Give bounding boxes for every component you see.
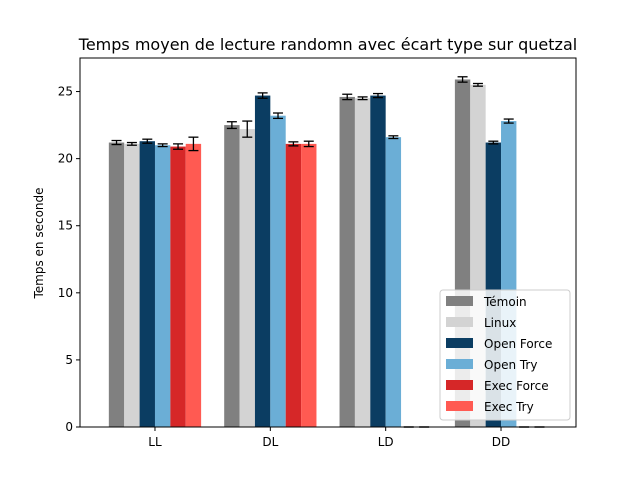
legend-label: Exec Force	[484, 379, 549, 393]
bar	[124, 143, 140, 428]
legend-label: Open Try	[484, 358, 537, 372]
chart-title: Temps moyen de lecture randomn avec écar…	[78, 35, 577, 54]
x-tick-label: LD	[378, 435, 394, 449]
y-axis-label: Temps en seconde	[32, 187, 46, 299]
bar	[270, 115, 286, 427]
bar	[301, 143, 317, 428]
legend-label: Open Force	[484, 337, 552, 351]
bar	[370, 95, 386, 427]
bar	[108, 142, 125, 427]
bar	[170, 146, 186, 427]
legend-swatch	[446, 380, 473, 390]
x-tick-label: DD	[492, 435, 510, 449]
bars-layer	[108, 79, 517, 428]
y-tick-label: 10	[58, 286, 73, 300]
bar	[354, 98, 371, 427]
bar	[385, 137, 402, 427]
x-tick-label: DL	[262, 435, 278, 449]
legend-swatch	[446, 359, 473, 369]
y-tick-label: 15	[58, 219, 73, 233]
y-tick-label: 0	[65, 420, 73, 434]
legend-swatch	[446, 296, 473, 306]
y-tick-label: 20	[58, 152, 73, 166]
bar	[154, 145, 171, 427]
bar	[339, 96, 355, 428]
bar	[139, 141, 155, 427]
bar	[239, 129, 255, 427]
legend-swatch	[446, 338, 473, 348]
legend-label: Témoin	[483, 295, 527, 309]
bar	[185, 143, 202, 428]
y-tick-label: 25	[58, 85, 73, 99]
legend-swatch	[446, 317, 473, 327]
axes-layer: LL DL LD DD 0 5 10 15 20 25	[58, 57, 577, 449]
y-tick-label: 5	[65, 353, 73, 367]
legend-label: Exec Try	[484, 400, 534, 414]
x-tick-label: LL	[148, 435, 162, 449]
axes-frame	[79, 57, 577, 428]
legend-label: Linux	[484, 316, 516, 330]
legend: Témoin Linux Open Force Open Try Exec Force E…	[439, 289, 571, 421]
legend-swatch	[446, 401, 473, 411]
bar	[254, 95, 271, 427]
bar	[285, 143, 302, 428]
bar	[224, 125, 240, 427]
